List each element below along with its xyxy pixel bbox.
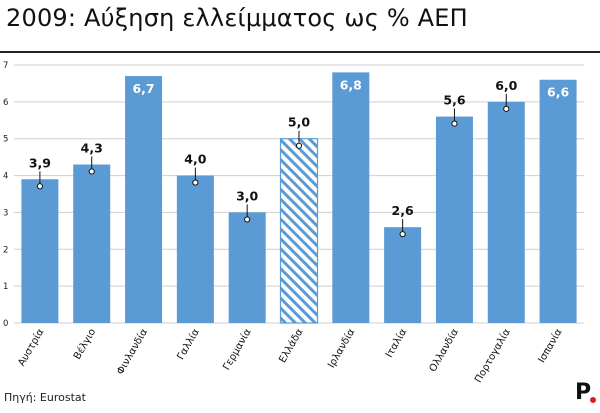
category-label: Βέλγιο — [71, 327, 98, 362]
category-label: Πορτογαλία — [472, 326, 513, 385]
y-tick-label: 7 — [3, 61, 8, 71]
y-tick-label: 2 — [3, 245, 8, 255]
y-tick-label: 6 — [3, 98, 8, 108]
bar — [125, 76, 163, 323]
bar — [539, 79, 577, 323]
category-label: Γαλλία — [175, 326, 203, 362]
category-label: Γερμανία — [220, 326, 254, 372]
category-label: Ολλανδία — [427, 326, 462, 374]
brand-logo-dot — [590, 397, 596, 403]
y-tick-label: 3 — [3, 208, 8, 218]
bar — [384, 227, 422, 323]
bar — [279, 138, 319, 324]
value-label: 4,3 — [81, 141, 103, 156]
value-marker — [295, 142, 303, 149]
bar — [487, 101, 525, 323]
value-label: 5,6 — [443, 93, 465, 108]
value-marker — [451, 120, 458, 127]
value-label: 6,0 — [495, 78, 517, 93]
title-divider — [0, 51, 600, 53]
category-label: Φινλανδία — [114, 326, 150, 377]
chart-title: 2009: Αύξηση ελλείμματος ως % ΑΕΠ — [6, 4, 468, 32]
value-marker — [88, 168, 95, 175]
value-label: 6,8 — [340, 77, 362, 92]
bar — [435, 116, 473, 323]
category-label: Αυστρία — [15, 326, 46, 368]
category-label: Ιταλία — [383, 326, 409, 360]
brand-logo: P — [575, 380, 592, 405]
value-marker — [244, 216, 251, 223]
bar — [228, 212, 266, 323]
value-marker — [192, 179, 199, 186]
category-label: Ισπανία — [536, 326, 565, 365]
bar — [176, 175, 214, 323]
source-note: Πηγή: Eurostat — [4, 391, 86, 404]
y-tick-label: 4 — [3, 172, 8, 182]
y-tick-label: 0 — [3, 319, 8, 329]
category-label: Ελλάδα — [276, 326, 305, 365]
category-label: Ιρλανδία — [325, 326, 357, 370]
value-marker — [399, 231, 406, 238]
value-marker — [503, 105, 510, 112]
value-label: 4,0 — [184, 152, 206, 167]
value-label: 2,6 — [392, 203, 414, 218]
bar — [73, 164, 111, 323]
value-label: 5,0 — [288, 115, 310, 130]
y-tick-label: 1 — [3, 282, 8, 292]
bar — [21, 179, 59, 323]
value-label: 3,9 — [29, 155, 51, 170]
value-label: 6,6 — [547, 85, 569, 100]
y-axis-ticks: 0 1 2 3 4 5 6 7 — [3, 61, 8, 329]
bars — [21, 72, 577, 324]
bar — [332, 72, 370, 323]
value-label: 6,7 — [132, 81, 154, 96]
value-labels: 3,9 4,3 6,7 4,0 3,0 5,0 6,8 2,6 5,6 6,0 6,6 — [29, 77, 569, 238]
x-axis-categories: Αυστρία Βέλγιο Φινλανδία Γαλλία Γερμανία Ελλά… — [15, 326, 564, 385]
value-label: 3,0 — [236, 188, 258, 203]
value-marker — [36, 183, 44, 190]
y-tick-label: 5 — [3, 135, 8, 145]
